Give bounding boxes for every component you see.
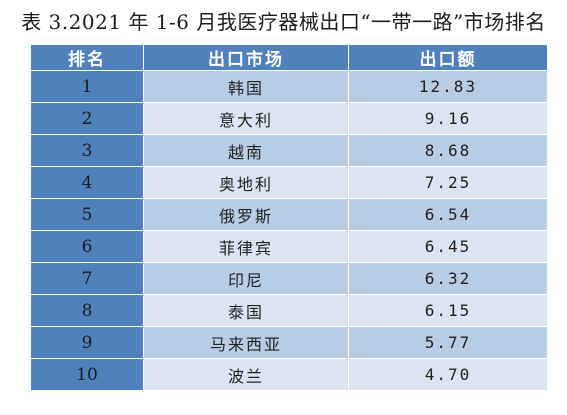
value-cell: 5.77 — [348, 326, 548, 359]
value-cell: 12.83 — [348, 70, 548, 103]
value-cell: 4.70 — [348, 358, 548, 391]
value-cell: 9.16 — [348, 102, 548, 135]
rank-cell: 4 — [30, 166, 144, 199]
table-row: 6 菲律宾 6.45 — [30, 230, 548, 263]
rank-cell: 6 — [30, 230, 144, 263]
market-cell: 俄罗斯 — [143, 198, 349, 231]
value-cell: 7.25 — [348, 166, 548, 199]
table-row: 9 马来西亚 5.77 — [30, 326, 548, 359]
table-row: 2 意大利 9.16 — [30, 102, 548, 135]
market-cell: 泰国 — [143, 294, 349, 327]
market-cell: 印尼 — [143, 262, 349, 295]
table-row: 1 韩国 12.83 — [30, 70, 548, 103]
market-cell: 马来西亚 — [143, 326, 349, 359]
rank-cell: 3 — [30, 134, 144, 167]
value-cell: 6.45 — [348, 230, 548, 263]
value-cell: 8.68 — [348, 134, 548, 167]
rank-cell: 7 — [30, 262, 144, 295]
table-title: 表 3.2021 年 1-6 月我医疗器械出口“一带一路”市场排名 — [21, 10, 546, 34]
rank-cell: 9 — [30, 326, 144, 359]
table-row: 8 泰国 6.15 — [30, 294, 548, 327]
value-cell: 6.32 — [348, 262, 548, 295]
table-header-row: 排名 出口市场 出口额 — [30, 44, 548, 71]
header-export-value: 出口额 — [348, 44, 548, 71]
market-cell: 韩国 — [143, 70, 349, 103]
table-row: 4 奥地利 7.25 — [30, 166, 548, 199]
header-market: 出口市场 — [143, 44, 349, 71]
table-row: 7 印尼 6.32 — [30, 262, 548, 295]
value-cell: 6.54 — [348, 198, 548, 231]
table-row: 5 俄罗斯 6.54 — [30, 198, 548, 231]
rank-cell: 5 — [30, 198, 144, 231]
ranking-table: 排名 出口市场 出口额 1 韩国 12.83 2 意大利 9.16 3 越南 8… — [30, 44, 548, 391]
market-cell: 波兰 — [143, 358, 349, 391]
table-row: 10 波兰 4.70 — [30, 358, 548, 391]
value-cell: 6.15 — [348, 294, 548, 327]
header-rank: 排名 — [30, 44, 144, 71]
table-row: 3 越南 8.68 — [30, 134, 548, 167]
market-cell: 奥地利 — [143, 166, 349, 199]
market-cell: 意大利 — [143, 102, 349, 135]
rank-cell: 8 — [30, 294, 144, 327]
rank-cell: 1 — [30, 70, 144, 103]
market-cell: 菲律宾 — [143, 230, 349, 263]
rank-cell: 10 — [30, 358, 144, 391]
rank-cell: 2 — [30, 102, 144, 135]
market-cell: 越南 — [143, 134, 349, 167]
